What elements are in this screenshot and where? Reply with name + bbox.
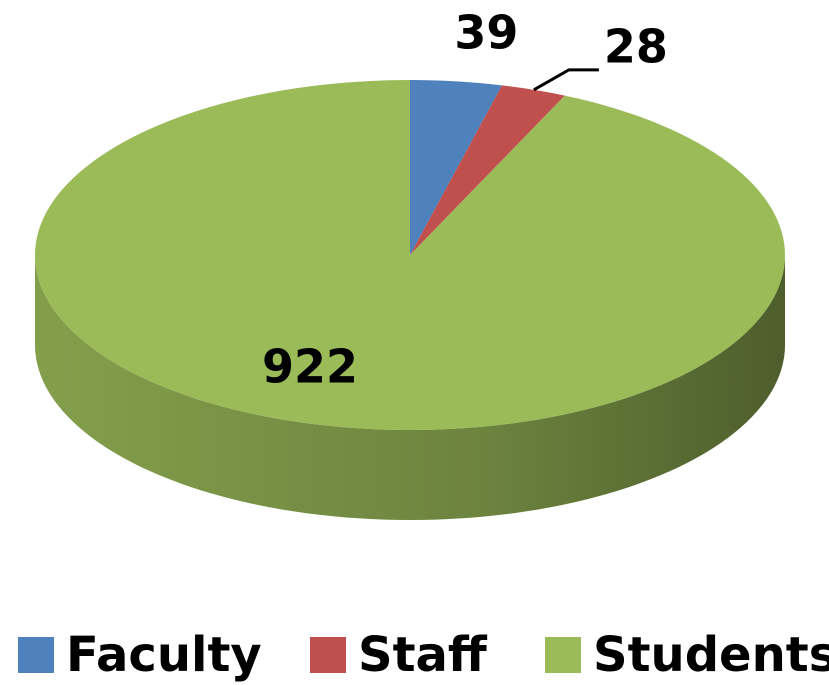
legend-label: Faculty bbox=[66, 627, 262, 683]
side-shade bbox=[35, 255, 785, 520]
legend-label: Students bbox=[593, 627, 829, 683]
leader-line bbox=[533, 68, 599, 92]
legend-label: Staff bbox=[358, 627, 488, 683]
pie-slice bbox=[410, 85, 565, 256]
data-label: 922 bbox=[262, 340, 358, 394]
data-label: 28 bbox=[604, 20, 668, 74]
pie-slice bbox=[410, 80, 502, 255]
data-label: 39 bbox=[454, 6, 518, 60]
legend-swatch bbox=[18, 637, 54, 673]
legend-swatch bbox=[310, 637, 346, 673]
legend-swatch bbox=[545, 637, 581, 673]
legend: Faculty Staff Students bbox=[18, 627, 829, 683]
pie-slice bbox=[35, 80, 785, 430]
pie: 39 28 922 bbox=[35, 6, 785, 520]
